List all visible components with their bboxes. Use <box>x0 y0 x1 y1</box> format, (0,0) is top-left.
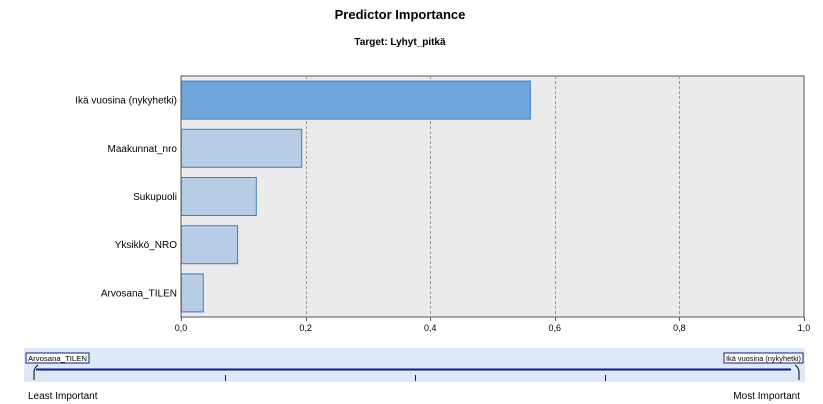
bar <box>181 273 204 313</box>
scale-left-bracket <box>33 364 39 380</box>
most-important-label: Most Important <box>733 391 800 402</box>
scale-min-label-box <box>25 352 90 364</box>
importance-scale-band <box>24 348 805 382</box>
chart-title: Predictor Importance <box>335 7 466 22</box>
bar <box>181 80 531 120</box>
bar <box>181 225 239 265</box>
importance-scale-line <box>36 368 791 371</box>
x-tick-label: 0,4 <box>424 323 437 333</box>
x-tick-label: 0,6 <box>549 323 562 333</box>
category-label: Ikä vuosina (nykyhetki) <box>75 96 177 107</box>
category-label: Sukupuoli <box>133 192 177 203</box>
scale-min-label: Arvosana_TILEN <box>28 356 87 363</box>
x-tick-label: 0,0 <box>175 323 188 333</box>
scale-right-bracket <box>794 364 800 380</box>
category-labels: Ikä vuosina (nykyhetki) Maakunnat_nro Suku… <box>75 96 177 300</box>
bars <box>181 80 531 313</box>
bar <box>181 177 257 216</box>
category-label: Yksikkö_NRO <box>115 240 177 251</box>
x-tick-label: 0,8 <box>673 323 686 333</box>
bar <box>181 128 303 168</box>
x-axis-ticks: 0,0 0,2 0,4 0,6 0,8 1,0 <box>175 317 811 333</box>
x-tick-label: 0,2 <box>299 323 312 333</box>
scale-max-label-box <box>723 352 804 364</box>
least-important-label: Least Important <box>28 391 98 402</box>
category-label: Maakunnat_nro <box>108 144 178 155</box>
chart-subtitle: Target: Lyhyt_pitkä <box>354 37 446 48</box>
x-tick-label: 1,0 <box>798 323 811 333</box>
scale-max-label: Ikä vuosina (nykyhetki) <box>726 356 801 363</box>
category-label: Arvosana_TILEN <box>101 288 177 299</box>
